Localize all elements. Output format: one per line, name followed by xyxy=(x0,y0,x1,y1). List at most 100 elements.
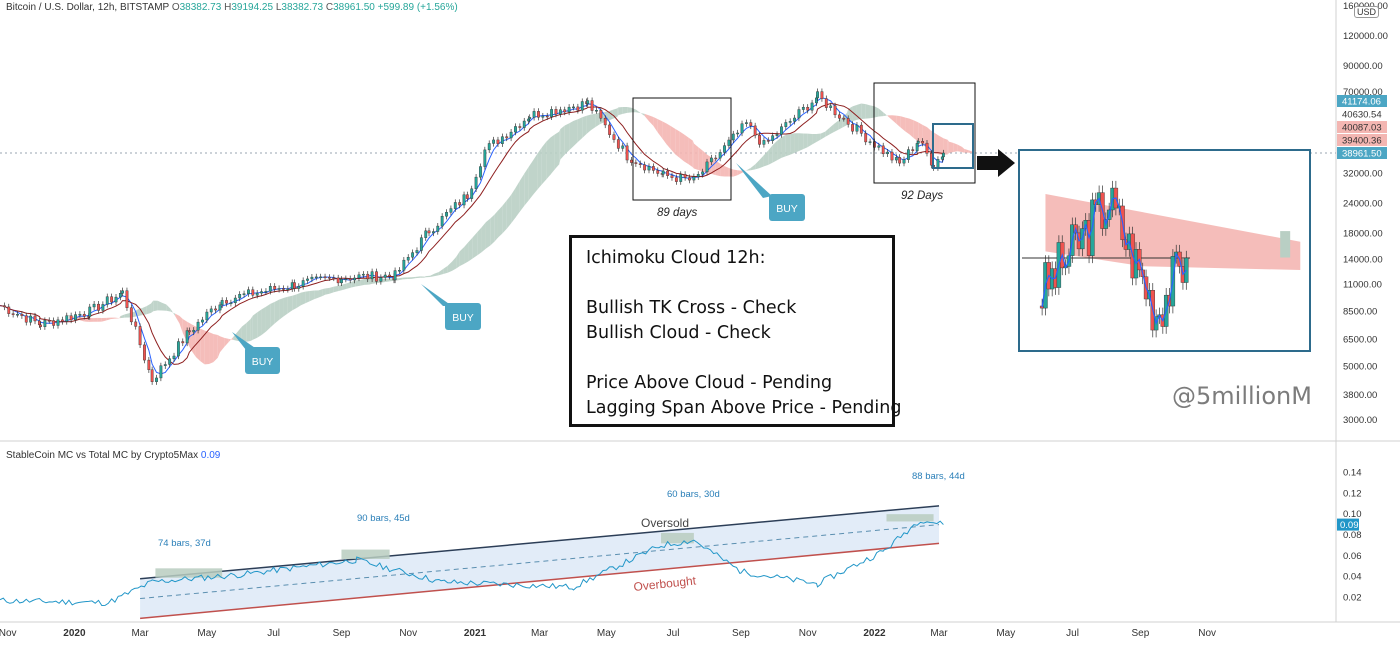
candle-body xyxy=(453,202,457,209)
ichimoku-cloud-segment xyxy=(494,210,498,242)
indicator-value: 0.09 xyxy=(200,450,221,461)
price-badge-bg xyxy=(1337,147,1387,159)
candle-body xyxy=(185,330,189,344)
indicator-axis-label: 0.06 xyxy=(1343,551,1362,562)
ichimoku-cloud-segment xyxy=(635,109,641,113)
indicator-current-badge-bg xyxy=(1337,518,1359,531)
candle-body xyxy=(518,126,522,128)
ichimoku-cloud-segment xyxy=(582,115,587,138)
candle-body xyxy=(462,194,466,206)
candle-body xyxy=(797,109,801,119)
candle-body xyxy=(674,177,678,182)
ichimoku-cloud-segment xyxy=(447,261,453,273)
candle-body xyxy=(458,202,462,206)
indicator-axis-label: 0.02 xyxy=(1343,593,1362,604)
candle-body xyxy=(868,141,872,143)
candle-body xyxy=(24,315,28,323)
time-axis-label: Mar xyxy=(131,628,149,639)
candle-body xyxy=(666,170,670,176)
candle-body xyxy=(731,133,735,141)
candle-body xyxy=(273,286,277,290)
high-value: 39194.25 xyxy=(231,2,274,13)
candle-body xyxy=(643,164,647,171)
ichimoku-cloud-segment xyxy=(477,227,482,256)
candle-body xyxy=(532,111,536,118)
chart-header: Bitcoin / U.S. Dollar, 12h, BITSTAMP O38… xyxy=(6,2,458,13)
candle-body xyxy=(319,276,323,279)
price-badge-label: 41174.06 xyxy=(1342,97,1381,108)
candle-body xyxy=(247,289,250,294)
candle-body xyxy=(855,124,859,132)
ichimoku-cloud-segment xyxy=(528,160,533,201)
candle-body xyxy=(268,286,272,292)
candle-body xyxy=(419,237,423,251)
candle-body xyxy=(74,314,77,321)
candle-body xyxy=(736,132,740,135)
ichimoku-cloud-segment xyxy=(314,290,319,300)
change-value: +599.89 (+1.56%) xyxy=(377,2,458,13)
candle-body xyxy=(833,105,837,116)
price-axis-label: 18000.00 xyxy=(1343,228,1383,239)
ichimoku-cloud-segment xyxy=(305,290,310,304)
ichimoku-cloud-segment xyxy=(550,134,555,175)
ichimoku-cloud-segment xyxy=(905,117,910,135)
candle-body xyxy=(297,286,301,289)
watermark: @5millionM xyxy=(1172,382,1312,410)
ichimoku-cloud-segment xyxy=(292,294,297,311)
candle-body xyxy=(138,326,142,346)
time-axis: Nov 2020 Mar May Jul Sep Nov 2021 Mar May Jul Sep No… xyxy=(0,628,1216,639)
currency-badge[interactable]: USD xyxy=(1354,6,1380,18)
price-axis-label: 90000.00 xyxy=(1343,61,1383,72)
candle-body xyxy=(625,145,629,161)
ichimoku-cloud-segment xyxy=(398,277,403,281)
ichimoku-cloud-segment xyxy=(900,116,906,132)
ichimoku-cloud-segment xyxy=(577,117,583,143)
candle-body xyxy=(766,140,770,142)
ichimoku-cloud-segment xyxy=(364,278,369,285)
ichimoku-cloud-segment xyxy=(861,103,866,120)
price-axis-label: 5000.00 xyxy=(1343,362,1377,373)
ichimoku-cloud-segment xyxy=(896,115,901,128)
candle-body xyxy=(898,157,902,164)
candle-body xyxy=(894,157,898,161)
candle-body xyxy=(415,250,419,253)
candle-body xyxy=(572,106,575,109)
indicator-axis-label: 0.14 xyxy=(1343,468,1362,479)
candle-body xyxy=(793,117,796,122)
candle-body xyxy=(406,257,410,261)
ichimoku-cloud-segment xyxy=(338,284,343,292)
ichimoku-cloud-segment xyxy=(777,137,782,161)
info-line: Price Above Cloud - Pending xyxy=(586,373,833,393)
candle-body xyxy=(172,355,176,359)
candle-body xyxy=(440,216,444,227)
candle-body xyxy=(902,159,906,164)
candle-body xyxy=(775,134,779,136)
candle-body xyxy=(925,142,929,154)
period-label: 74 bars, 37d xyxy=(158,538,211,549)
period-highlight xyxy=(155,568,223,578)
ichimoku-cloud-segment xyxy=(595,112,600,128)
ichimoku-cloud-segment xyxy=(228,337,234,343)
candle-body xyxy=(758,134,761,145)
candle-body xyxy=(701,171,705,175)
ichimoku-cloud-segment xyxy=(120,314,125,319)
ichimoku-cloud-segment xyxy=(241,323,247,342)
candle-body xyxy=(709,157,713,163)
ichimoku-cloud-segment xyxy=(179,315,183,333)
candle-body xyxy=(692,176,696,181)
time-axis-label: Sep xyxy=(732,628,750,639)
indicator-axis-label: 0.04 xyxy=(1343,572,1362,583)
price-axis-label: 3000.00 xyxy=(1343,415,1377,426)
candle-body xyxy=(745,122,748,124)
ichimoku-cloud-segment xyxy=(97,317,102,322)
ichimoku-cloud-segment xyxy=(385,278,390,282)
ichimoku-cloud-segment xyxy=(684,134,689,165)
ichimoku-cloud-segment xyxy=(559,129,561,165)
ichimoku-cloud-segment xyxy=(424,276,426,278)
candle-body xyxy=(43,320,47,327)
ichimoku-cloud-segment xyxy=(114,317,120,319)
ichimoku-cloud-segment xyxy=(737,170,743,176)
ichimoku-cloud-segment xyxy=(918,122,923,145)
candle-body xyxy=(402,259,406,271)
ichimoku-cloud-segment xyxy=(30,305,36,307)
